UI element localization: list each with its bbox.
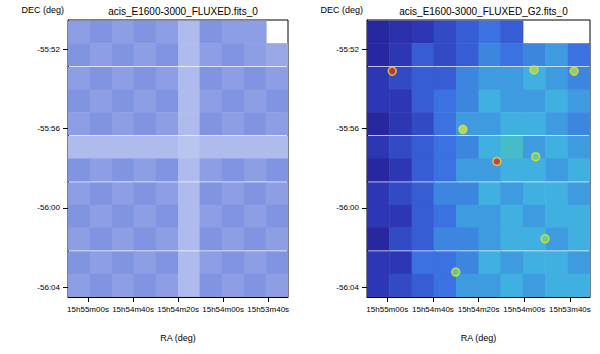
- svg-text:DEC (deg): DEC (deg): [320, 5, 363, 15]
- svg-text:15h54m20s: 15h54m20s: [157, 305, 199, 314]
- svg-text:-56:00: -56:00: [37, 203, 60, 212]
- svg-text:DEC (deg): DEC (deg): [21, 5, 64, 15]
- svg-text:-55:52: -55:52: [37, 45, 60, 54]
- svg-text:-55:52: -55:52: [336, 45, 359, 54]
- svg-text:-55:56: -55:56: [336, 124, 359, 133]
- svg-text:15h55m00s: 15h55m00s: [366, 305, 408, 314]
- svg-text:RA (deg): RA (deg): [160, 333, 196, 343]
- svg-text:-56:00: -56:00: [336, 203, 359, 212]
- svg-text:RA (deg): RA (deg): [461, 333, 497, 343]
- svg-text:-56:04: -56:04: [37, 283, 60, 292]
- svg-text:-55:56: -55:56: [37, 124, 60, 133]
- svg-text:15h54m20s: 15h54m20s: [458, 305, 500, 314]
- svg-text:15h54m40s: 15h54m40s: [112, 305, 154, 314]
- svg-text:15h54m00s: 15h54m00s: [202, 305, 244, 314]
- svg-text:15h54m00s: 15h54m00s: [503, 305, 545, 314]
- svg-text:acis_E1600-3000_FLUXED_G2.fits: acis_E1600-3000_FLUXED_G2.fits_0: [399, 6, 568, 17]
- svg-text:15h53m40s: 15h53m40s: [247, 305, 289, 314]
- svg-text:acis_E1600-3000_FLUXED.fits_0: acis_E1600-3000_FLUXED.fits_0: [108, 6, 258, 17]
- svg-text:-56:04: -56:04: [336, 283, 359, 292]
- svg-text:15h53m40s: 15h53m40s: [549, 305, 591, 314]
- svg-text:15h55m00s: 15h55m00s: [67, 305, 109, 314]
- svg-text:15h54m40s: 15h54m40s: [412, 305, 454, 314]
